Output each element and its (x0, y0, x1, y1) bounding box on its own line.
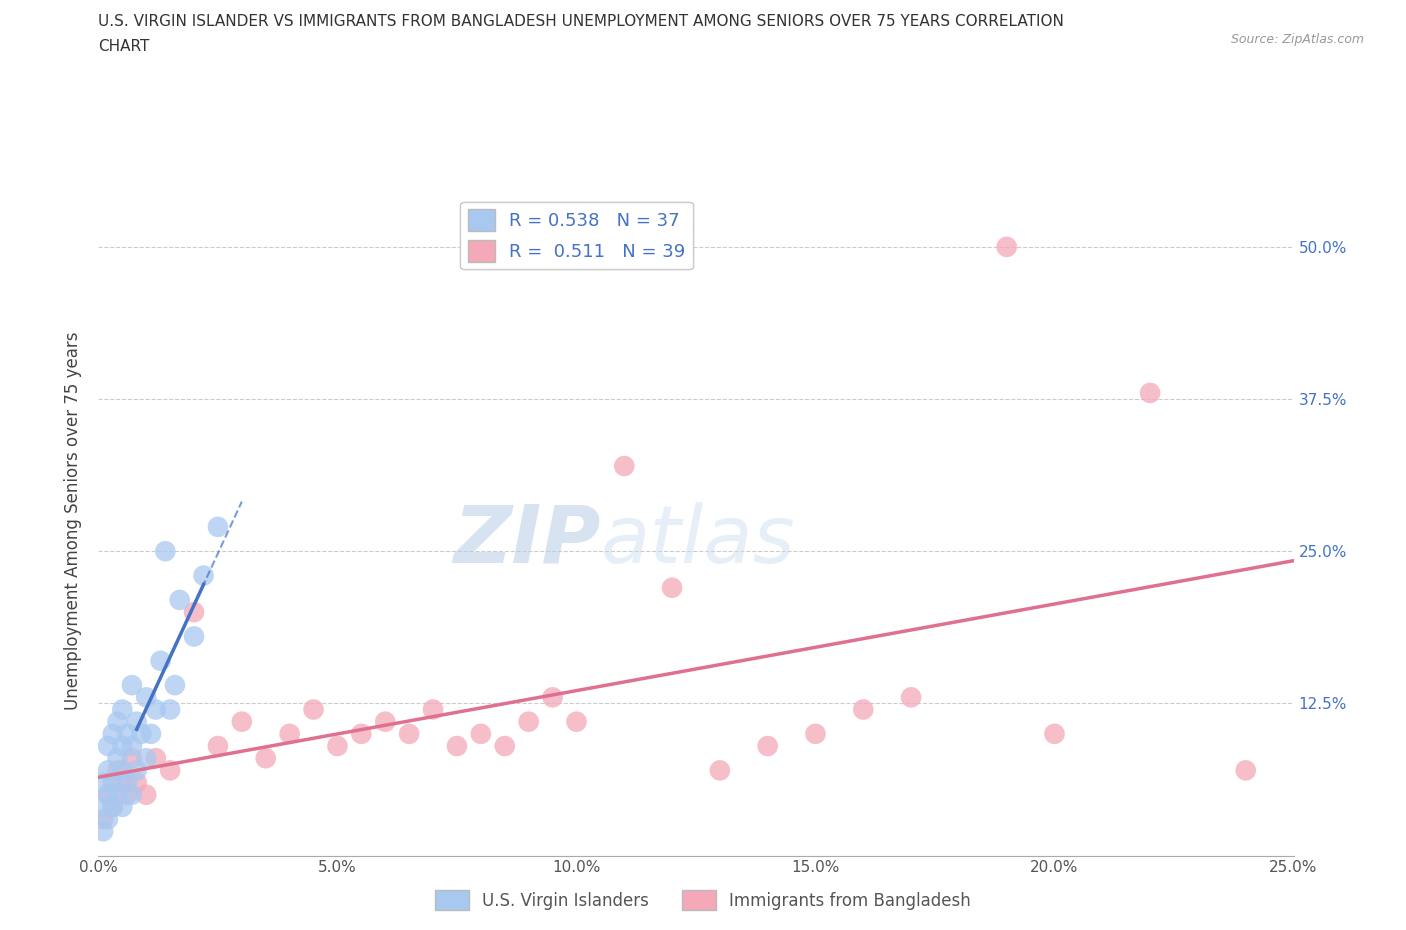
Point (97, 738, 120, 753)
Point (183, 629, 205, 644)
Point (756, 738, 779, 753)
Text: ZIP: ZIP (453, 502, 600, 580)
Point (97, 812, 120, 827)
Point (107, 788, 129, 803)
Point (115, 788, 138, 803)
Point (804, 726, 827, 741)
Y-axis label: Unemployment Among Seniors over 75 years: Unemployment Among Seniors over 75 years (65, 332, 83, 710)
Text: Source: ZipAtlas.com: Source: ZipAtlas.com (1230, 33, 1364, 46)
Point (101, 726, 124, 741)
Point (121, 678, 143, 693)
Point (125, 775, 148, 790)
Point (565, 714, 588, 729)
Point (107, 751, 129, 765)
Point (613, 458, 636, 473)
Point (149, 654, 172, 669)
Point (326, 738, 349, 753)
Point (278, 726, 301, 741)
Text: CHART: CHART (98, 39, 150, 54)
Point (541, 690, 564, 705)
Point (374, 714, 396, 729)
Point (169, 592, 191, 607)
Point (254, 751, 277, 765)
Point (97, 763, 120, 777)
Point (107, 714, 129, 729)
Point (1139, 386, 1161, 401)
Point (231, 714, 253, 729)
Point (852, 702, 875, 717)
Legend: U.S. Virgin Islanders, Immigrants from Bangladesh: U.S. Virgin Islanders, Immigrants from B… (429, 884, 977, 917)
Point (101, 775, 124, 790)
Point (145, 751, 167, 765)
Point (155, 544, 177, 559)
Point (183, 604, 205, 619)
Point (517, 714, 540, 729)
Point (350, 726, 373, 741)
Point (1234, 763, 1257, 777)
Text: U.S. VIRGIN ISLANDER VS IMMIGRANTS FROM BANGLADESH UNEMPLOYMENT AMONG SENIORS OV: U.S. VIRGIN ISLANDER VS IMMIGRANTS FROM … (98, 14, 1064, 29)
Point (111, 702, 134, 717)
Point (111, 738, 134, 753)
Point (422, 702, 444, 717)
Point (121, 751, 143, 765)
Point (193, 568, 215, 583)
Point (97, 788, 120, 803)
Point (207, 520, 229, 535)
Point (135, 690, 157, 705)
Point (111, 800, 134, 815)
Point (121, 738, 143, 753)
Text: atlas: atlas (600, 502, 796, 580)
Point (709, 763, 731, 777)
Point (107, 763, 129, 777)
Point (125, 763, 148, 777)
Point (121, 788, 143, 803)
Point (91, 824, 114, 839)
Point (115, 775, 138, 790)
Point (494, 738, 516, 753)
Point (135, 751, 157, 765)
Legend: R = 0.538   N = 37, R =  0.511   N = 39: R = 0.538 N = 37, R = 0.511 N = 39 (460, 202, 693, 270)
Point (446, 738, 468, 753)
Point (111, 775, 134, 790)
Point (97, 788, 120, 803)
Point (91, 800, 114, 815)
Point (145, 702, 167, 717)
Point (91, 812, 114, 827)
Point (302, 702, 325, 717)
Point (131, 726, 153, 741)
Point (159, 702, 181, 717)
Point (995, 239, 1018, 254)
Point (900, 690, 922, 705)
Point (91, 775, 114, 790)
Point (159, 763, 181, 777)
Point (115, 726, 138, 741)
Point (661, 580, 683, 595)
Point (111, 763, 134, 777)
Point (135, 788, 157, 803)
Point (101, 800, 124, 815)
Point (125, 714, 148, 729)
Point (101, 800, 124, 815)
Point (398, 726, 420, 741)
Point (1043, 726, 1066, 741)
Point (207, 738, 229, 753)
Point (470, 726, 492, 741)
Point (163, 678, 186, 693)
Point (139, 726, 162, 741)
